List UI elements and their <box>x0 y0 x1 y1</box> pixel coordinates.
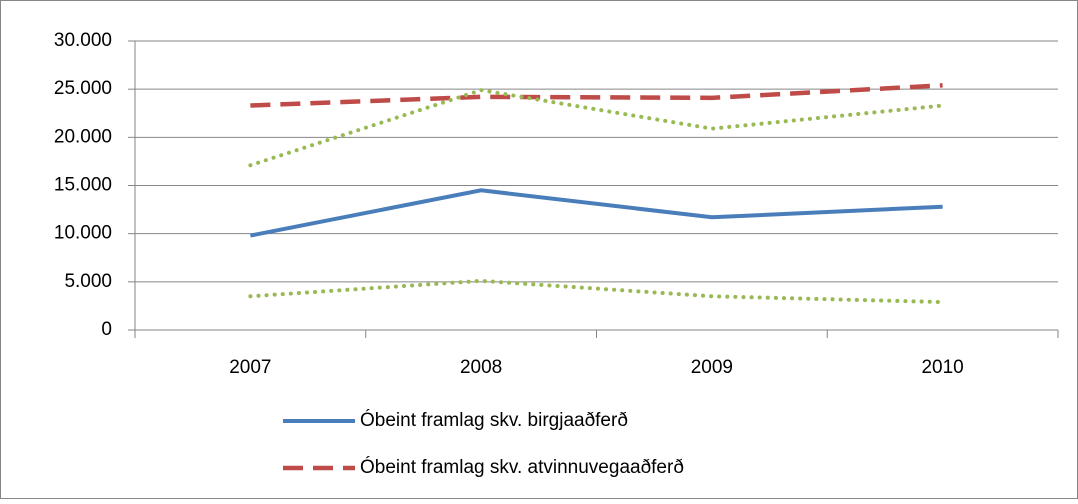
y-tick-label: 5.000 <box>64 271 112 292</box>
legend-label: Óbeint framlag skv. atvinnuvegaaðferð <box>360 456 684 478</box>
y-tick-label: 0 <box>101 319 112 340</box>
x-tick-label: 2009 <box>691 357 733 378</box>
y-tick-label: 25.000 <box>54 78 112 99</box>
series-line <box>249 188 943 238</box>
x-tick-label: 2010 <box>921 357 963 378</box>
series-line <box>248 278 945 305</box>
legend-label: Óbeint framlag skv. birgjaaðferð <box>360 409 628 431</box>
x-tick-label: 2007 <box>229 357 271 378</box>
x-tick-label: 2008 <box>460 357 502 378</box>
y-tick-label: 10.000 <box>54 223 112 244</box>
series-line <box>248 88 945 168</box>
y-tick-label: 15.000 <box>54 175 112 196</box>
y-tick-label: 30.000 <box>54 30 112 51</box>
y-tick-label: 20.000 <box>54 126 112 147</box>
series-line <box>250 83 943 108</box>
